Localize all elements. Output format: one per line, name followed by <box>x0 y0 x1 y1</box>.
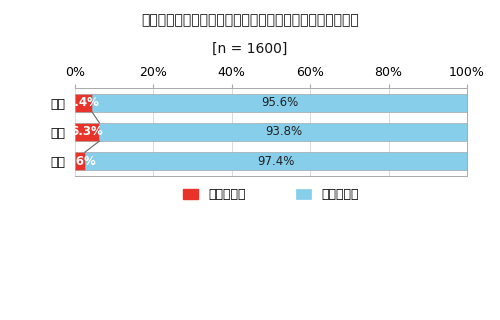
Text: あなたは今後飲酒運転をする可能性があると思いますか？: あなたは今後飲酒運転をする可能性があると思いますか？ <box>141 13 359 27</box>
Text: 97.4%: 97.4% <box>258 155 294 168</box>
Text: 2.6%: 2.6% <box>64 155 96 168</box>
Text: 6.3%: 6.3% <box>70 125 104 139</box>
Bar <box>92 94 467 112</box>
Legend: あると思う, ないと思う: あると思う, ないと思う <box>178 183 364 206</box>
Bar <box>74 123 100 141</box>
Text: [n = 1600]: [n = 1600] <box>212 42 288 56</box>
Text: 4.4%: 4.4% <box>67 96 100 109</box>
Bar <box>74 94 92 112</box>
Bar <box>100 123 468 141</box>
Bar <box>74 152 85 170</box>
Bar <box>85 152 467 170</box>
Text: 95.6%: 95.6% <box>261 96 298 109</box>
Text: 93.8%: 93.8% <box>265 125 302 139</box>
